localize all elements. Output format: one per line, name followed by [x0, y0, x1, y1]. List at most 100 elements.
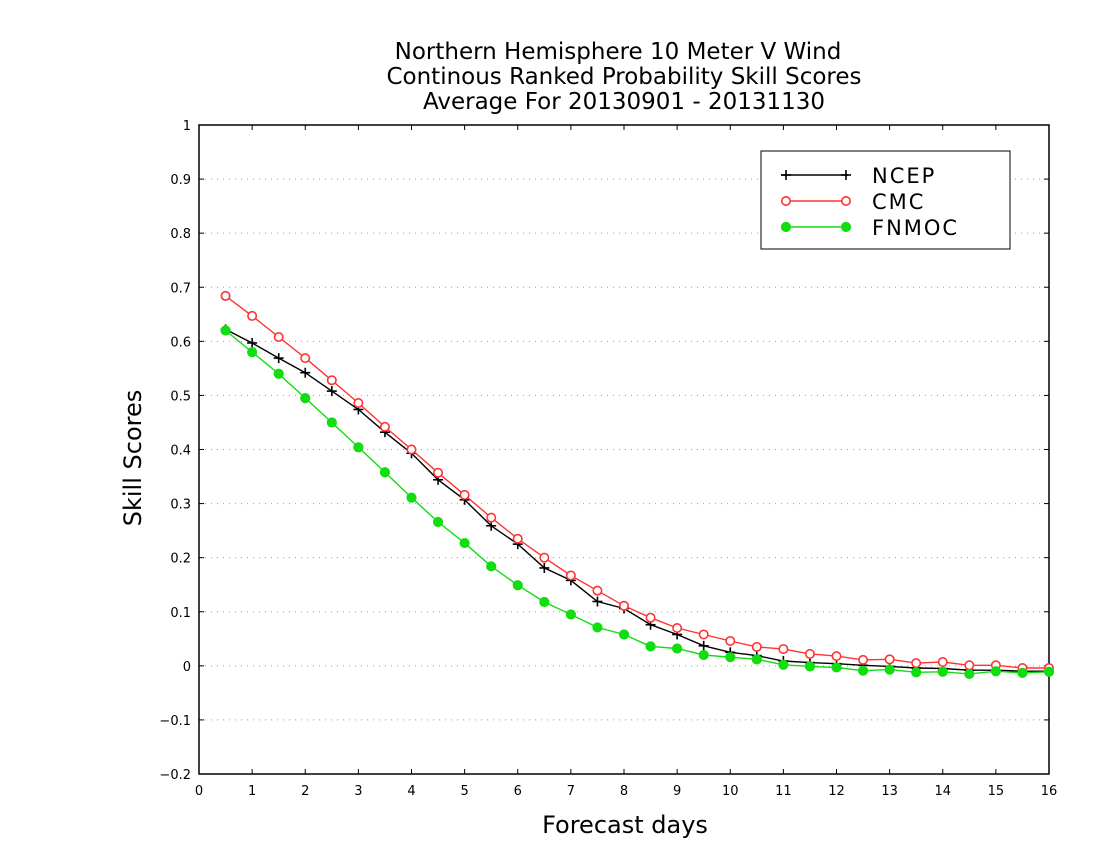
data-point-plus	[592, 596, 603, 607]
data-point-filled-circle	[831, 662, 842, 673]
y-tick-label: 0.7	[170, 281, 191, 296]
chart-title-line-3: Average For 20130901 - 20131130	[423, 89, 825, 115]
data-point-open-circle	[326, 375, 337, 386]
data-point-filled-circle	[672, 643, 683, 654]
series-group	[220, 290, 1055, 680]
data-point-filled-circle	[539, 596, 550, 608]
data-point-plus	[300, 367, 311, 378]
x-tick-label: 5	[460, 784, 468, 799]
data-point-filled-circle	[432, 516, 444, 528]
data-point-filled-circle	[565, 609, 576, 620]
data-point-open-circle	[406, 444, 417, 455]
x-tick-label: 14	[934, 784, 951, 799]
data-point-open-circle	[858, 654, 869, 665]
x-tick-label: 11	[775, 784, 792, 799]
y-tick-label: −0.2	[159, 768, 191, 783]
data-point-open-circle	[725, 635, 736, 646]
data-point-filled-circle	[990, 666, 1001, 677]
x-tick-label: 13	[881, 784, 898, 799]
y-axis: −0.2 −0.1 0 0.1 0.2 0.3 0.4 0.5 0.6 0.7 0.8 0.9 1	[159, 119, 1049, 783]
series-cmc	[220, 290, 1055, 673]
data-point-plus	[247, 337, 258, 348]
legend-label: FNMOC	[872, 216, 959, 240]
y-tick-label: 0.2	[170, 552, 191, 567]
series-line	[225, 329, 1050, 675]
data-point-open-circle	[964, 660, 975, 671]
data-point-filled-circle	[618, 629, 630, 640]
x-tick-label: 10	[722, 784, 739, 799]
data-point-filled-circle	[645, 641, 656, 652]
data-point-open-circle	[937, 657, 948, 668]
series-line	[225, 328, 1049, 672]
data-point-open-circle	[672, 622, 683, 633]
data-point-filled-circle	[326, 417, 337, 428]
y-tick-label: 0.4	[170, 444, 191, 459]
data-point-open-circle	[539, 552, 550, 563]
x-tick-label: 1	[248, 784, 256, 799]
x-axis-title: Forecast days	[542, 811, 708, 839]
data-point-filled-circle	[1043, 666, 1055, 677]
data-point-filled-circle	[840, 221, 852, 233]
data-point-filled-circle	[804, 661, 816, 672]
data-point-filled-circle	[884, 664, 895, 675]
y-tick-label: 0.1	[170, 606, 191, 621]
data-point-open-circle	[512, 533, 523, 544]
data-point-open-circle	[592, 585, 603, 596]
data-point-open-circle	[778, 644, 789, 655]
x-tick-label: 2	[301, 784, 309, 799]
data-point-filled-circle	[964, 668, 975, 680]
data-point-filled-circle	[273, 368, 284, 379]
data-point-open-circle	[780, 196, 791, 207]
data-point-open-circle	[751, 641, 762, 652]
x-tick-label: 7	[567, 784, 575, 799]
x-tick-label: 0	[195, 784, 203, 799]
y-tick-label: 0.9	[170, 173, 191, 188]
legend-entry-fnmoc: FNMOC	[780, 216, 959, 240]
data-point-open-circle	[698, 629, 709, 640]
data-point-open-circle	[379, 421, 390, 432]
y-tick-label: 0.5	[170, 389, 191, 404]
series-fnmoc	[220, 325, 1055, 680]
data-point-open-circle	[300, 353, 311, 364]
data-point-filled-circle	[698, 649, 709, 661]
data-point-filled-circle	[379, 467, 391, 478]
data-point-filled-circle	[778, 659, 789, 670]
x-axis: 0 1 2 3 4 5 6 7 8 9 10 11 12 13 14 15 16	[195, 125, 1057, 799]
data-point-plus	[781, 170, 791, 180]
legend-label: NCEP	[872, 164, 936, 188]
data-point-filled-circle	[911, 667, 922, 678]
y-tick-label: 0	[183, 660, 191, 675]
data-point-open-circle	[840, 196, 851, 207]
data-point-open-circle	[353, 397, 364, 408]
x-tick-label: 6	[514, 784, 522, 799]
y-tick-label: 1	[183, 119, 191, 134]
data-point-plus	[698, 640, 709, 651]
data-point-open-circle	[884, 654, 895, 665]
legend-box	[760, 150, 1011, 250]
chart-title-line-1: Northern Hemisphere 10 Meter V Wind	[395, 39, 842, 65]
data-point-filled-circle	[780, 221, 792, 233]
data-point-filled-circle	[220, 325, 231, 336]
data-point-filled-circle	[406, 492, 417, 503]
data-point-plus	[273, 353, 284, 364]
series-ncep	[220, 324, 1054, 677]
data-point-filled-circle	[300, 393, 311, 404]
x-tick-label: 16	[1041, 784, 1058, 799]
data-point-open-circle	[220, 290, 231, 301]
data-point-open-circle	[486, 512, 497, 523]
x-tick-label: 9	[673, 784, 681, 799]
data-point-filled-circle	[725, 652, 736, 663]
y-axis-title: Skill Scores	[119, 390, 147, 527]
x-tick-label: 8	[620, 784, 628, 799]
data-point-open-circle	[831, 651, 842, 662]
data-point-plus	[326, 386, 337, 397]
data-point-filled-circle	[459, 537, 470, 549]
legend-entry-ncep: NCEP	[781, 164, 936, 188]
data-point-open-circle	[804, 648, 815, 659]
data-point-open-circle	[911, 658, 922, 669]
x-tick-label: 15	[988, 784, 1005, 799]
data-point-open-circle	[565, 570, 576, 581]
chart-title: Northern Hemisphere 10 Meter V Wind Cont…	[386, 39, 861, 115]
data-point-filled-circle	[247, 347, 258, 358]
